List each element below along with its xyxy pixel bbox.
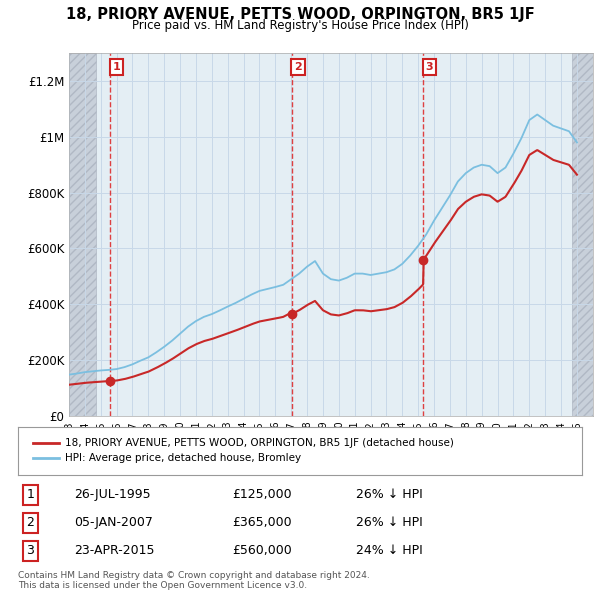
Text: 2: 2 [294,62,302,72]
Text: Contains HM Land Registry data © Crown copyright and database right 2024.
This d: Contains HM Land Registry data © Crown c… [18,571,370,590]
Legend: 18, PRIORY AVENUE, PETTS WOOD, ORPINGTON, BR5 1JF (detached house), HPI: Average: 18, PRIORY AVENUE, PETTS WOOD, ORPINGTON… [29,434,458,467]
Bar [572,53,593,416]
Text: 3: 3 [425,62,433,72]
Text: 18, PRIORY AVENUE, PETTS WOOD, ORPINGTON, BR5 1JF: 18, PRIORY AVENUE, PETTS WOOD, ORPINGTON… [65,7,535,22]
Text: 1: 1 [26,489,34,502]
Text: 26% ↓ HPI: 26% ↓ HPI [356,516,423,529]
Text: 23-APR-2015: 23-APR-2015 [74,544,155,557]
Text: 24% ↓ HPI: 24% ↓ HPI [356,544,423,557]
Text: £365,000: £365,000 [232,516,292,529]
Text: 26% ↓ HPI: 26% ↓ HPI [356,489,423,502]
Text: 2: 2 [26,516,34,529]
Text: 1: 1 [112,62,120,72]
Bar [69,53,96,416]
Text: Price paid vs. HM Land Registry's House Price Index (HPI): Price paid vs. HM Land Registry's House … [131,19,469,32]
Text: £125,000: £125,000 [232,489,292,502]
Text: 3: 3 [26,544,34,557]
Text: £560,000: £560,000 [232,544,292,557]
Text: 26-JUL-1995: 26-JUL-1995 [74,489,151,502]
Text: 05-JAN-2007: 05-JAN-2007 [74,516,153,529]
